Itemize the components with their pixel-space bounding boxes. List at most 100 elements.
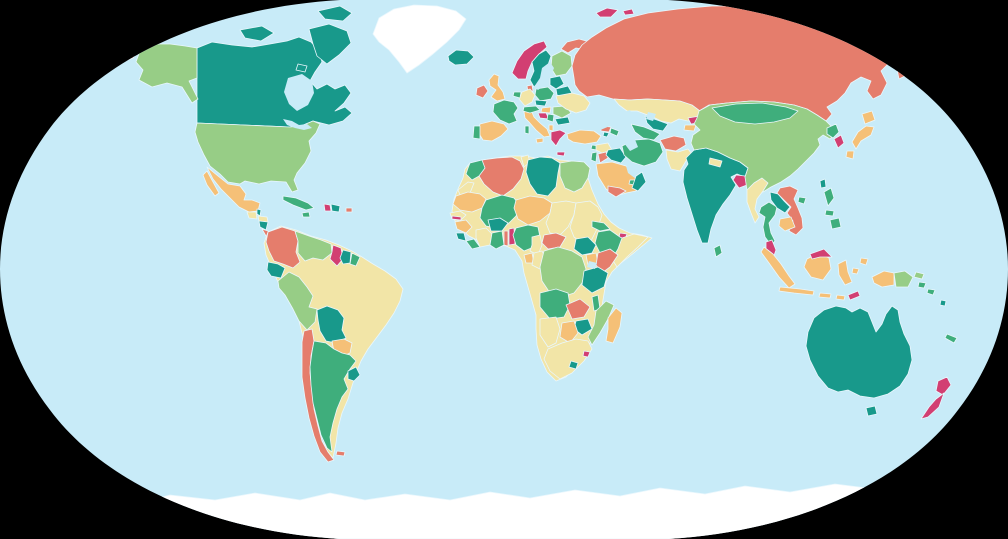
country-suriname (339, 249, 352, 265)
country-indonesia-halmahera (859, 257, 869, 266)
country-japan-kyushu (845, 150, 855, 160)
country-togo (503, 230, 509, 247)
country-libya (525, 156, 561, 197)
country-philippines-mindanao (829, 217, 842, 230)
country-iraq (605, 147, 627, 164)
country-bangladesh (732, 174, 748, 189)
country-yemen (607, 185, 627, 198)
aral-sea (646, 112, 656, 121)
country-armenia (602, 131, 610, 138)
country-uruguay (347, 366, 361, 382)
country-indonesia-sumatra (760, 246, 796, 289)
lake-victoria (587, 261, 597, 269)
vanuatu (939, 299, 947, 307)
country-south-sudan (573, 236, 597, 256)
country-italy (523, 109, 551, 138)
svalbard-east-island (622, 8, 635, 16)
country-peru (277, 271, 318, 331)
country-serbia (546, 113, 555, 123)
country-tajikistan (683, 124, 697, 132)
country-israel (590, 151, 598, 163)
country-ghana (489, 230, 505, 250)
country-norway (511, 40, 548, 80)
country-egypt (559, 160, 591, 193)
country-indonesia-sulawesi (837, 259, 853, 286)
country-mongolia (711, 102, 799, 125)
country-greece-crete (556, 151, 566, 157)
country-eswatini (582, 350, 591, 358)
country-chad (545, 200, 577, 236)
country-australia (805, 305, 913, 399)
country-eritrea (591, 220, 611, 232)
great-lakes (283, 119, 312, 130)
country-hungary (540, 106, 552, 114)
country-new-zealand-south (920, 392, 945, 420)
country-greece (550, 129, 567, 147)
country-argentina (309, 340, 357, 453)
country-pakistan (665, 148, 693, 172)
country-ecuador (266, 261, 286, 279)
country-czech-slovakia (534, 99, 548, 107)
country-nepal (708, 157, 723, 168)
country-namibia (539, 316, 561, 348)
country-guatemala (246, 211, 258, 220)
country-jordan (597, 151, 609, 164)
country-united-kingdom (488, 73, 506, 102)
country-dominican-republic (330, 203, 341, 213)
solomon-islands (917, 281, 927, 289)
caspian-sea (621, 110, 638, 151)
country-timor (847, 290, 861, 301)
country-south-africa (543, 338, 593, 380)
hainan-island (797, 196, 807, 205)
country-iceland (447, 49, 475, 66)
country-colombia (265, 226, 301, 269)
country-taiwan (819, 178, 827, 189)
country-indonesia-lesser-sunda (818, 292, 832, 299)
country-dr-congo (539, 246, 587, 298)
country-lesotho (568, 360, 579, 370)
baltic-sea (534, 62, 554, 90)
country-albania (548, 124, 554, 132)
country-canada-baffin-island (308, 23, 352, 65)
country-haiti (323, 203, 332, 212)
country-france (492, 99, 519, 125)
country-baltics (549, 75, 565, 90)
country-ireland (475, 84, 489, 99)
solomon-islands-east (926, 288, 936, 296)
country-venezuela (294, 230, 333, 262)
black-sea (580, 117, 610, 131)
country-usa-alaska (135, 43, 199, 104)
country-philippines-luzon (823, 187, 835, 207)
country-north-korea (826, 123, 840, 139)
country-afghanistan (659, 135, 687, 152)
country-zambia (565, 298, 591, 320)
country-indonesia-lesser-sunda-east (835, 294, 846, 301)
country-kazakhstan (613, 98, 701, 124)
country-china (690, 100, 837, 195)
country-new-zealand-north (935, 376, 952, 396)
country-portugal (472, 125, 481, 140)
country-benin (508, 227, 516, 246)
country-guyana (329, 244, 344, 267)
country-indonesia-java (778, 286, 815, 296)
country-azerbaijan (609, 127, 620, 137)
country-botswana (559, 320, 579, 344)
country-ukraine (555, 92, 591, 114)
country-niger (513, 195, 553, 226)
country-tanzania (581, 266, 609, 294)
country-canada (196, 36, 353, 128)
country-cuba (282, 195, 315, 211)
country-vietnam (776, 185, 804, 236)
country-bolivia (316, 305, 347, 344)
country-canada-ellesmere-island (317, 5, 353, 22)
hudson-bay (284, 74, 314, 111)
country-japan-hokkaido (861, 110, 876, 125)
country-somalia (611, 233, 649, 268)
country-canada-southampton-island (295, 63, 308, 73)
country-turkmenistan (630, 123, 661, 141)
country-malaysia-borneo (809, 248, 833, 260)
country-png-new-britain (913, 271, 925, 280)
country-oman (631, 171, 647, 192)
country-bulgaria (554, 116, 571, 126)
